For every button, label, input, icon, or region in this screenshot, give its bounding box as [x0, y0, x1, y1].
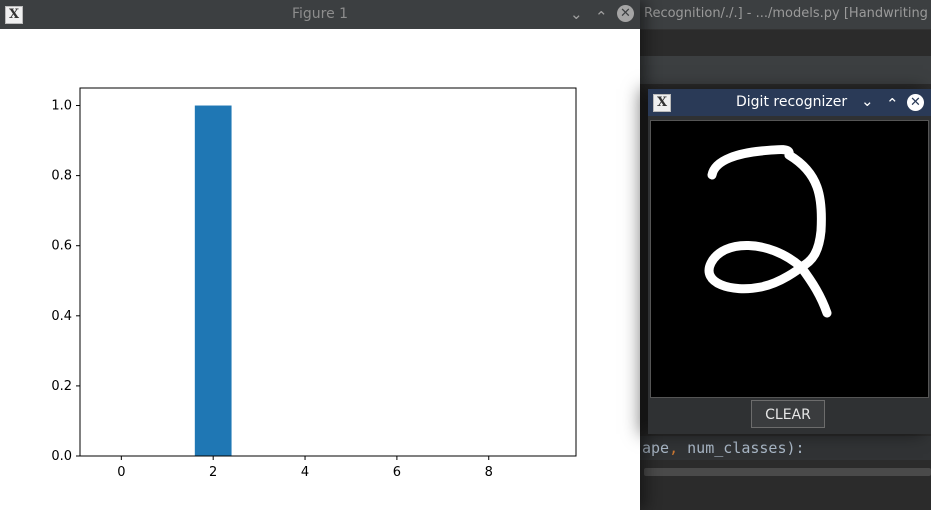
y-tick-label: 1.0	[51, 99, 72, 114]
x-tick-label: 0	[117, 465, 125, 480]
x-window-icon[interactable]: X	[653, 94, 671, 112]
ide-titlebar: Recognition/./.] - .../models.py [Handwr…	[640, 0, 931, 30]
close-icon[interactable]: ✕	[907, 94, 924, 111]
x-tick-label: 2	[209, 465, 217, 480]
drawing-canvas[interactable]	[650, 120, 929, 398]
ide-toolbar	[640, 56, 931, 84]
figure-titlebar[interactable]: X Figure 1 ⌄ ⌃ ✕	[0, 0, 640, 29]
maximize-icon[interactable]: ⌃	[886, 95, 899, 113]
clear-button[interactable]: CLEAR	[751, 400, 825, 428]
y-tick-label: 0.8	[51, 169, 72, 184]
x-tick-label: 8	[485, 465, 493, 480]
minimize-icon[interactable]: ⌄	[570, 5, 583, 23]
x-tick-label: 6	[393, 465, 401, 480]
ide-window-title: Recognition/./.] - .../models.py [Handwr…	[644, 6, 928, 21]
code-token: num_classes):	[678, 439, 805, 457]
bar-chart: 0.0 0.2 0.4 0.6 0.8 1.0 0 2 4 6 8	[51, 87, 577, 480]
digit-recognizer-titlebar[interactable]: X Digit recognizer ⌄ ⌃ ✕	[648, 89, 931, 116]
y-tick-label: 0.6	[51, 239, 72, 254]
figure-title: Figure 1	[291, 6, 349, 22]
x-window-icon[interactable]: X	[5, 6, 23, 24]
x-tick-label: 4	[301, 465, 309, 480]
digit-stroke	[704, 145, 832, 318]
minimize-icon[interactable]: ⌄	[861, 92, 874, 110]
ide-horizontal-scrollbar[interactable]	[644, 468, 931, 476]
code-token: ape	[642, 439, 670, 457]
ide-code-line[interactable]: ape, num_classes):	[642, 439, 805, 457]
code-comma: ,	[669, 439, 679, 457]
y-tick-label: 0.0	[51, 449, 72, 464]
digit-recognizer-title: Digit recognizer	[736, 94, 848, 110]
maximize-icon[interactable]: ⌃	[595, 8, 608, 26]
plot-area: 0.0 0.2 0.4 0.6 0.8 1.0 0 2 4 6 8	[51, 87, 577, 480]
y-tick-label: 0.2	[51, 379, 72, 394]
bar-2	[194, 105, 232, 457]
close-icon[interactable]: ✕	[617, 5, 634, 22]
axes-frame	[79, 87, 577, 457]
figure-window: X Figure 1 ⌄ ⌃ ✕ 0.0 0.2 0.4 0.6 0.8 1.0 0 2 4 6 8	[0, 0, 640, 510]
handwritten-digit-drawing	[704, 145, 832, 318]
y-tick-label: 0.4	[51, 309, 72, 324]
digit-recognizer-window: X Digit recognizer ⌄ ⌃ ✕ CLEAR	[648, 89, 931, 434]
ide-code-line-highlight	[640, 436, 931, 460]
